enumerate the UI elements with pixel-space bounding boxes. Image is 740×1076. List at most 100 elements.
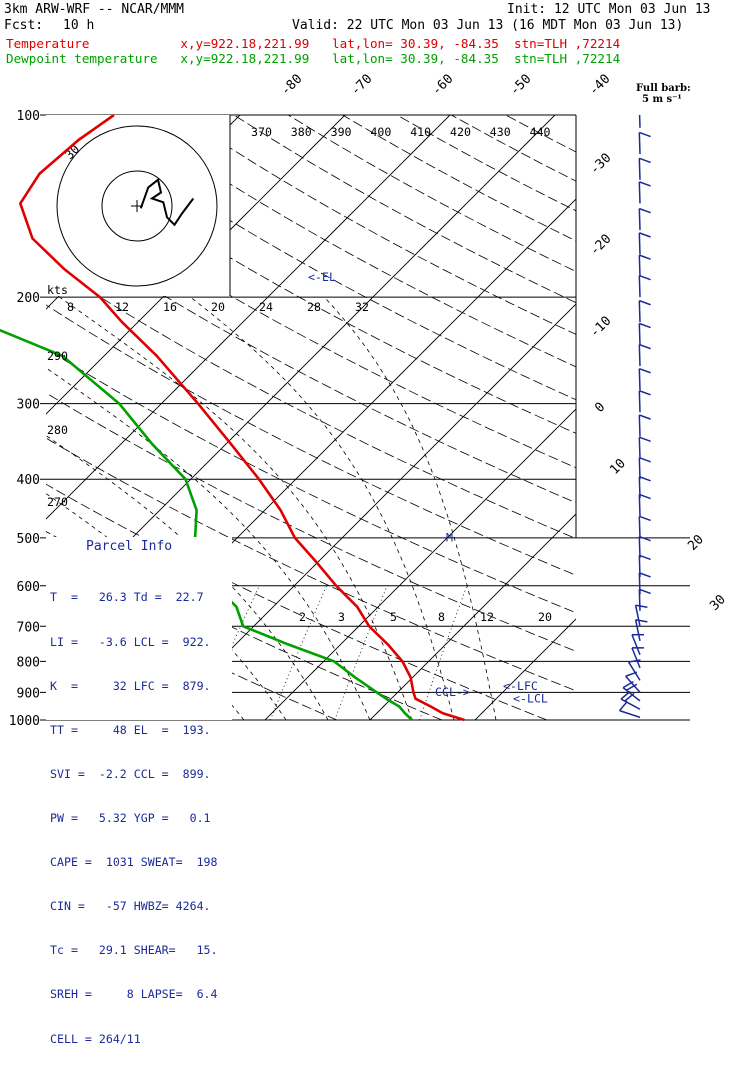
isotherm-line xyxy=(580,115,740,720)
wind-barb-staff xyxy=(632,345,646,367)
parcel-row: K = 32 LFC = 879. xyxy=(50,679,218,694)
wind-barb-staff xyxy=(632,369,646,391)
theta-tick-label: 370 xyxy=(251,125,272,139)
wind-barb xyxy=(629,660,644,682)
isotherm-tick-label: 20 xyxy=(685,532,707,554)
wind-barb-flag xyxy=(639,555,650,559)
wind-barb xyxy=(632,415,650,438)
mixing-ratio-tick-label: 32 xyxy=(355,300,369,314)
parcel-info-panel: Parcel Info T = 26.3 Td = 22.7 LI = -3.6… xyxy=(46,537,232,720)
wind-barb-flag xyxy=(639,323,650,327)
wind-barb-staff xyxy=(632,605,643,626)
lcl-marker: <-LCL xyxy=(513,692,548,706)
wind-barb-flag xyxy=(639,106,650,110)
parcel-row: TT = 48 EL = 193. xyxy=(50,723,218,738)
mixing-ratio-low-label: 8 xyxy=(438,610,445,624)
wind-barb xyxy=(632,555,650,578)
isotherm-tick-label: 30 xyxy=(707,592,729,614)
theta-left-tick-label: 290 xyxy=(47,349,68,363)
parcel-row: CAPE = 1031 SWEAT= 198 xyxy=(50,855,218,870)
mixing-ratio-low-label: 20 xyxy=(538,610,552,624)
dewpoint-legend: Dewpoint temperature x,y=922.18,221.99 l… xyxy=(6,52,620,66)
wind-barb-flag xyxy=(639,437,650,441)
wind-barb xyxy=(632,391,650,414)
parcel-row: SREH = 8 LAPSE= 6.4 xyxy=(50,987,218,1002)
wind-barb-flag xyxy=(639,132,650,136)
pressure-tick-label: 800 xyxy=(17,655,40,670)
wind-barb-flag xyxy=(639,477,650,481)
parcel-row: PW = 5.32 YGP = 0.1 xyxy=(50,811,218,826)
fcst-value: 10 h xyxy=(63,19,94,33)
pressure-tick-label: 600 xyxy=(17,580,40,595)
dry-adiabat-line xyxy=(234,115,740,720)
wind-barb-staff xyxy=(632,233,646,255)
wind-barb-flag xyxy=(639,415,650,419)
isotherm-tick-label: -70 xyxy=(348,72,375,99)
wind-barb xyxy=(632,106,650,129)
pressure-tick-label: 900 xyxy=(17,686,40,701)
theta-tick-label: 420 xyxy=(450,125,471,139)
wind-barb-staff xyxy=(632,516,646,538)
isotherm-tick-label: -20 xyxy=(587,232,614,259)
dry-adiabat-line xyxy=(397,115,740,720)
el-marker: <-EL xyxy=(308,270,336,284)
wind-barb-staff xyxy=(632,255,646,277)
wind-barb-staff xyxy=(632,182,646,204)
wind-barb-flag xyxy=(639,494,650,498)
wind-barb-flag xyxy=(639,345,650,349)
wind-barb xyxy=(632,437,650,460)
wind-barb xyxy=(632,589,650,612)
valid-time: Valid: 22 UTC Mon 03 Jun 13 (16 MDT Mon … xyxy=(292,19,683,33)
wind-barb-flag xyxy=(620,701,628,710)
mixing-ratio-low-label: 5 xyxy=(390,610,397,624)
isotherm-tick-label: -30 xyxy=(587,151,614,178)
wind-barb-staff xyxy=(632,301,646,323)
isotherm-line xyxy=(160,115,740,720)
dry-adiabat-line xyxy=(451,115,740,720)
m-marker: M xyxy=(446,530,453,544)
init-time: Init: 12 UTC Mon 03 Jun 13 xyxy=(507,3,711,17)
parcel-info-title: Parcel Info xyxy=(86,539,172,554)
mixing-ratio-tick-label: 24 xyxy=(259,300,273,314)
theta-tick-label: 410 xyxy=(410,125,431,139)
isotherm-tick-label: -40 xyxy=(586,72,613,99)
parcel-row: T = 26.3 Td = 22.7 xyxy=(50,590,218,605)
mixing-ratio-tick-label: 16 xyxy=(163,300,177,314)
wind-barb-flag xyxy=(639,301,650,305)
temperature-legend: Temperature x,y=922.18,221.99 lat,lon= 3… xyxy=(6,37,620,51)
wind-barb-staff xyxy=(632,537,646,559)
isotherm-tick-label: -60 xyxy=(429,72,456,99)
pressure-tick-label: 400 xyxy=(17,473,40,488)
wind-barb-flag xyxy=(639,233,650,237)
fcst-label: Fcst: xyxy=(4,19,43,33)
wind-barb xyxy=(632,516,650,539)
isotherm-tick-label: 0 xyxy=(592,400,608,416)
mixing-ratio-tick-label: 12 xyxy=(115,300,129,314)
isotherm-line xyxy=(475,115,740,720)
theta-tick-label: 400 xyxy=(370,125,391,139)
mixing-ratio-tick-label: 28 xyxy=(307,300,321,314)
theta-left-tick-label: 270 xyxy=(47,495,68,509)
wind-barb xyxy=(632,369,650,392)
wind-barb-flag xyxy=(639,369,650,373)
isotherm-line xyxy=(685,115,740,720)
wind-barb-column xyxy=(620,106,651,723)
wind-barb xyxy=(632,276,650,299)
mixing-ratio-low-label: 12 xyxy=(480,610,494,624)
wind-barb xyxy=(632,255,650,278)
wind-barb-staff xyxy=(632,555,646,577)
isotherm-line xyxy=(265,115,740,720)
wind-barb xyxy=(621,690,644,714)
mixing-ratio-tick-label: 8 xyxy=(67,300,74,314)
full-barb-label: Full barb: xyxy=(636,84,691,94)
mixing-ratio-line xyxy=(270,586,326,720)
parcel-row: CIN = -57 HWBZ= 4264. xyxy=(50,899,218,914)
wind-barb xyxy=(632,323,650,346)
parcel-row: LI = -3.6 LCL = 922. xyxy=(50,635,218,650)
wind-barb xyxy=(632,182,650,205)
theta-tick-label: 390 xyxy=(331,125,352,139)
wind-barb-flag xyxy=(639,589,650,593)
isotherm-tick-label: -50 xyxy=(507,72,534,99)
wind-barb-staff xyxy=(632,106,646,128)
wind-barb xyxy=(632,132,650,155)
